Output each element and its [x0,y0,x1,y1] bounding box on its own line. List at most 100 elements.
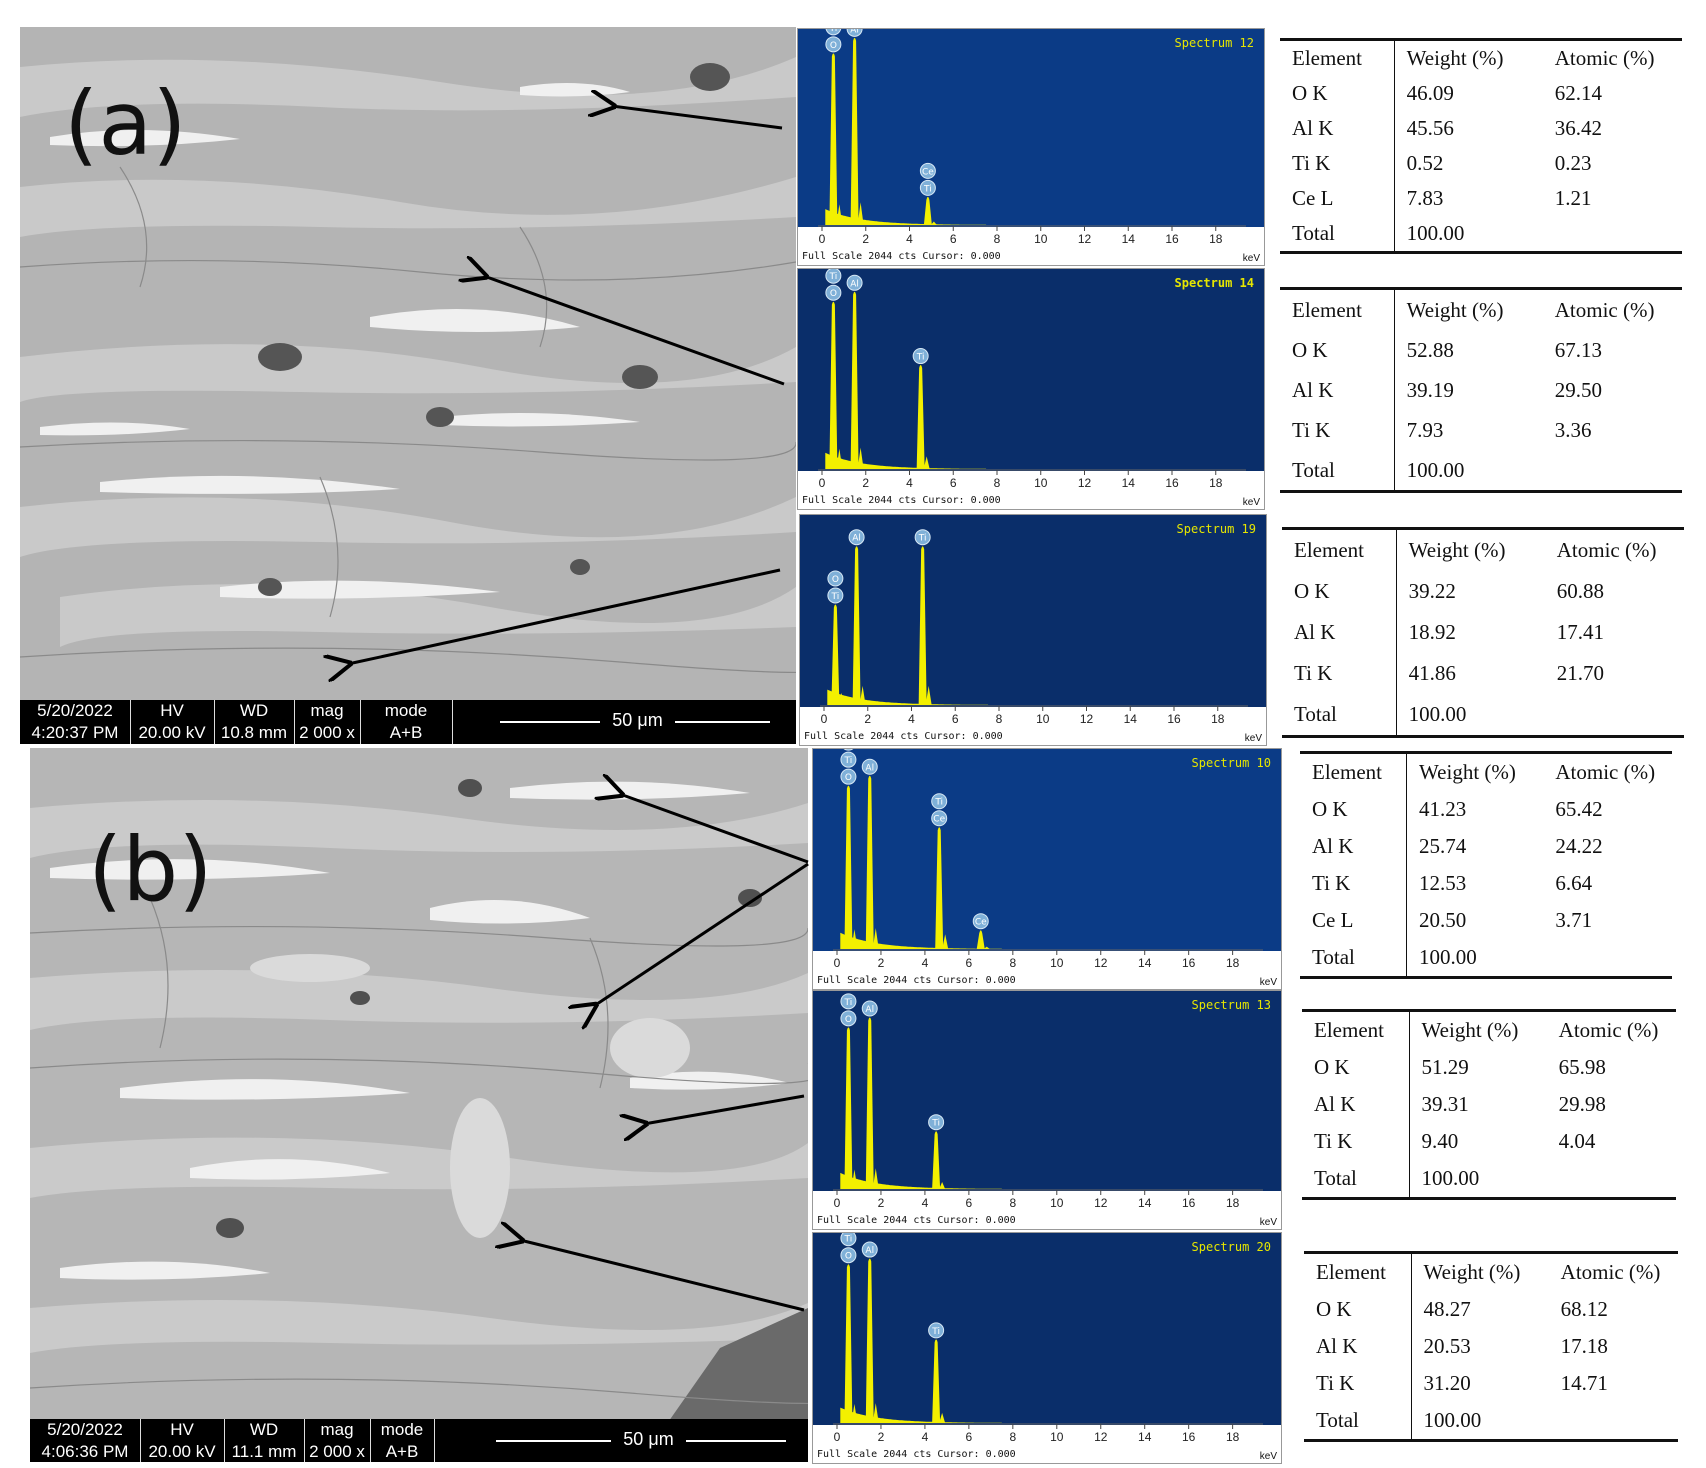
peak-shoulder-0 [836,448,843,469]
spectrum-chart: Ce Ti O Al Ti Ce Ce 0 2 4 6 8 10 12 14 16 18 Spectrum 10 F… [813,749,1281,988]
svg-text:Ti: Ti [931,1327,940,1337]
table-cell [1545,694,1684,735]
spectrum-chart: CeTiOAlCeTi024681012141618Spectrum 12Ful… [798,29,1264,264]
tick-label-8: 8 [1009,1430,1016,1444]
table-cell: 3.71 [1555,908,1593,932]
tick-label-6: 6 [952,712,959,726]
table-top-rule [1280,38,1682,41]
tick-label-2: 2 [878,956,885,970]
table-cell: Ti K [1304,1365,1412,1402]
peak-label-Ce: Ce [843,749,855,751]
sem-datetime: 5/20/2022 4:06:36 PM [30,1419,141,1462]
table-cell: 25.74 [1419,834,1467,858]
sem-mode: mode A+B [370,1419,435,1462]
table-row: Ti K 31.20 14.71 [1304,1365,1678,1402]
arrow-a2 [484,276,785,386]
table-row: O K 46.09 62.14 [1280,76,1682,111]
svg-text:O: O [832,575,839,585]
spectrum-footer: Full Scale 2044 cts Cursor: 0.000 [817,1449,1016,1460]
column-header: Weight (%) [1406,297,1504,322]
svg-text:Ti: Ti [934,798,943,808]
peak-1 [850,291,859,469]
table-header-row: Element Weight (%) Atomic (%) [1280,41,1682,76]
tick-label-12: 12 [1094,956,1108,970]
tick-label-14: 14 [1124,712,1138,726]
spectrum-chart: Ti O Al Ti 0 2 4 6 8 10 12 14 16 18 Spectrum 14 Full Sc… [798,269,1264,508]
peak-shoulder-2 [942,934,949,949]
table-cell: 100.00 [1408,702,1467,726]
spectrum-unit: keV [1260,1217,1278,1228]
table-cell: 29.50 [1554,377,1602,402]
svg-text:O: O [845,1015,852,1025]
peak-1 [850,37,859,225]
table-cell: 65.98 [1558,1055,1606,1079]
peak-0 [844,1027,853,1189]
tick-label-14: 14 [1138,1196,1152,1210]
sem-mode: mode A+B [360,700,453,744]
peak-0 [844,1264,853,1423]
tick-label-6: 6 [966,1196,973,1210]
table-cell: Ce L [1300,902,1408,939]
tick-label-12: 12 [1080,712,1094,726]
table-cell: O K [1280,330,1395,370]
spectrum-footer: Full Scale 2044 cts Cursor: 0.000 [817,975,1016,986]
peak-label-Ti: Ti [912,348,929,365]
peak-shoulder-0 [838,692,845,705]
tick-label-4: 4 [922,1196,929,1210]
svg-text:Ti: Ti [844,998,853,1008]
spectrum-title: Spectrum 12 [1175,36,1254,50]
tick-label-2: 2 [862,232,869,246]
peak-label-Ti: Ti [840,751,857,768]
spectrum-unit: keV [1245,733,1263,744]
tick-label-0: 0 [819,232,826,246]
peak-2 [932,1339,941,1423]
table-cell: Ti K [1300,865,1408,902]
svg-text:Ti: Ti [844,1235,853,1245]
table-cell: Total [1300,939,1408,976]
tick-label-8: 8 [1009,1196,1016,1210]
table-cell: 52.88 [1406,337,1454,362]
peak-1 [865,775,874,949]
tick-label-2: 2 [864,712,871,726]
table-cell: 29.98 [1558,1092,1606,1116]
svg-text:Ti: Ti [844,756,853,766]
arrow-b2 [594,862,809,1006]
peak-2 [916,365,925,469]
arrow-b3 [644,1094,805,1124]
spectrum-unit: keV [1243,497,1261,508]
spectrum-chart: O Ti Al Ti 0 2 4 6 8 10 12 14 16 18 Spectrum 19 Full Sc… [800,515,1266,744]
arrow-b4 [520,1240,805,1312]
eds-table: Element Weight (%) Atomic (%) O K 52.88 67.13… [1280,290,1682,490]
peak-label-O: O [840,1247,857,1264]
spectrum-footer: Full Scale 2044 cts Cursor: 0.000 [802,251,1001,262]
tick-label-8: 8 [994,232,1001,246]
peak-shoulder-2 [925,685,932,705]
table-cell: O K [1282,571,1397,612]
tick-label-18: 18 [1226,956,1240,970]
continuum [840,1172,1002,1189]
tick-label-2: 2 [878,1196,885,1210]
tick-label-2: 2 [878,1430,885,1444]
peak-label-Ti: Ti [840,1233,857,1247]
table-row: Total 100.00 [1282,694,1684,735]
peak-2 [932,1131,941,1189]
table-row: Al K 20.53 17.18 [1304,1328,1678,1365]
continuum [825,209,987,225]
table-cell: 39.19 [1406,377,1454,402]
peak-2 [918,546,927,705]
table-bottom-rule [1280,490,1682,493]
tick-label-6: 6 [950,476,957,490]
table-row: Ti K 41.86 21.70 [1282,653,1684,694]
spectrum-unit: keV [1260,977,1278,988]
table-cell: Ti K [1302,1123,1410,1160]
table-cell: 9.40 [1421,1129,1459,1153]
arrow-a3 [348,568,781,664]
peak-1 [865,1017,874,1189]
peak-label-Ti: Ti [827,587,844,604]
table-header-row: Element Weight (%) Atomic (%) [1302,1012,1676,1049]
table-cell: 45.56 [1406,116,1454,140]
panel-label-a: (a) [64,72,187,175]
tick-label-4: 4 [922,1430,929,1444]
tick-label-16: 16 [1167,712,1181,726]
